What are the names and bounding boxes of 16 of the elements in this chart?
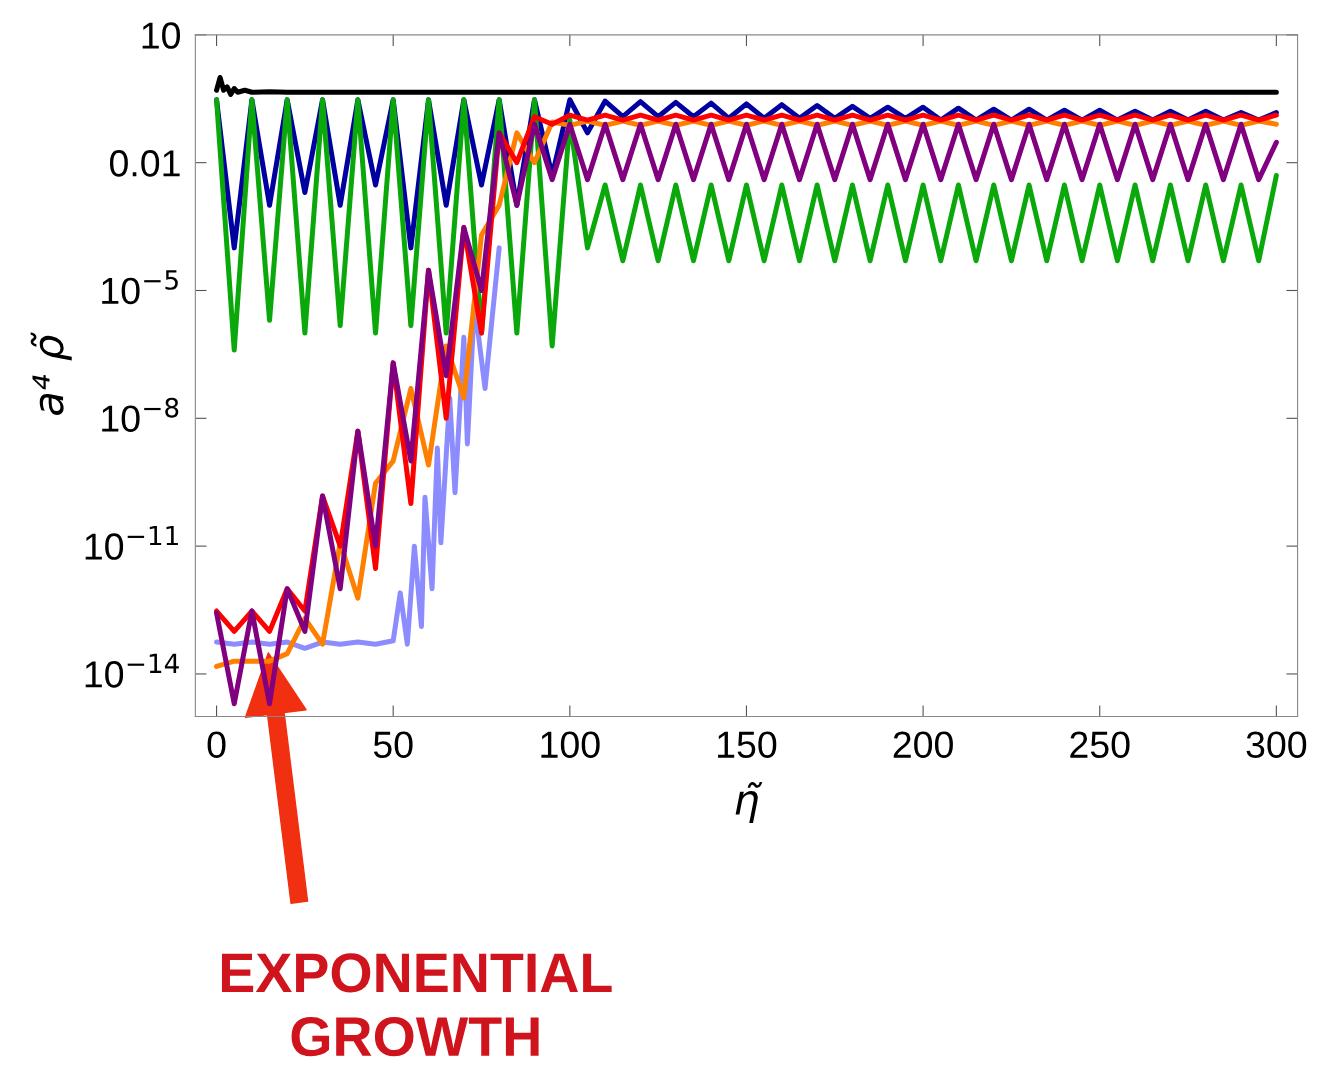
x-axis-title: η̃ — [735, 782, 763, 824]
x-tick-label: 150 — [718, 731, 777, 758]
x-tick-label: 100 — [541, 731, 600, 758]
x-tick-label: 250 — [1070, 731, 1130, 758]
y-tick-label: 10$^{−5}$ — [102, 270, 178, 305]
y-tick-label: 10 — [142, 22, 181, 49]
x-tick-label: 200 — [893, 731, 953, 758]
x-tick-label: 0 — [207, 731, 226, 758]
x-tick-label: 300 — [1246, 731, 1307, 758]
x-tick-label: 50 — [373, 731, 413, 758]
y-tick-label: 10$^{−11}$ — [85, 525, 178, 560]
y-axis-title: a⁴ ρ̃ — [30, 332, 72, 415]
y-tick-label: 10$^{−8}$ — [102, 397, 179, 432]
y-tick-label: 10$^{−14}$ — [85, 653, 179, 688]
y-tick-label: 0.01 — [109, 150, 180, 177]
text: EXPONENTIAL GROWTH — [221, 953, 612, 1057]
